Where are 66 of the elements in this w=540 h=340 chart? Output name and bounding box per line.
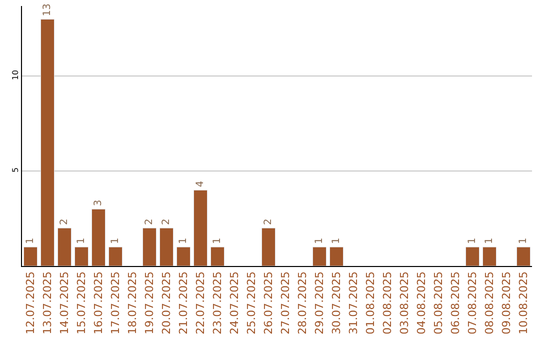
x-tick-label: 18.07.2025 bbox=[126, 271, 140, 334]
data-label: 1 bbox=[467, 238, 478, 244]
x-tick-label: 02.08.2025 bbox=[381, 271, 394, 334]
bar bbox=[57, 228, 72, 266]
data-label: 1 bbox=[178, 238, 189, 244]
x-tick-label: 26.07.2025 bbox=[262, 271, 276, 334]
data-label: 1 bbox=[331, 238, 342, 244]
y-tick-label: 10 bbox=[10, 70, 20, 80]
x-tick-label: 22.07.2025 bbox=[194, 271, 208, 334]
data-label: 2 bbox=[144, 218, 155, 226]
data-label: 2 bbox=[161, 218, 172, 226]
data-label: 3 bbox=[93, 200, 104, 206]
x-tick-label: 29.07.2025 bbox=[313, 271, 326, 334]
bar bbox=[40, 19, 55, 266]
data-label: 1 bbox=[25, 238, 36, 244]
bar bbox=[261, 228, 276, 266]
data-label: 1 bbox=[76, 238, 87, 244]
bar bbox=[465, 246, 480, 266]
data-label: 4 bbox=[195, 180, 206, 188]
x-tick-label: 24.07.2025 bbox=[228, 271, 242, 334]
bar bbox=[482, 246, 497, 266]
x-tick-label: 07.08.2025 bbox=[466, 271, 480, 334]
x-tick-label: 19.07.2025 bbox=[143, 271, 156, 334]
x-tick-label: 01.08.2025 bbox=[364, 271, 378, 334]
bar bbox=[329, 246, 344, 266]
bar bbox=[516, 246, 531, 266]
x-tick-label: 13.07.2025 bbox=[41, 271, 54, 334]
bar bbox=[176, 246, 191, 266]
x-tick-label: 17.07.2025 bbox=[109, 271, 122, 334]
bar bbox=[91, 208, 106, 266]
data-label: 1 bbox=[314, 238, 325, 244]
bar bbox=[210, 246, 225, 266]
x-tick-label: 16.07.2025 bbox=[92, 271, 106, 334]
x-tick-label: 27.07.2025 bbox=[279, 271, 292, 334]
data-label: 2 bbox=[59, 218, 70, 226]
x-tick-label: 28.07.2025 bbox=[296, 271, 310, 334]
x-tick-label: 30.07.2025 bbox=[330, 271, 344, 334]
data-label: 13 bbox=[42, 4, 53, 16]
data-label: 1 bbox=[212, 238, 223, 244]
bar bbox=[159, 228, 174, 266]
x-tick-label: 25.07.2025 bbox=[245, 271, 258, 334]
x-tick-label: 12.07.2025 bbox=[24, 271, 38, 334]
bar bbox=[312, 246, 327, 266]
x-tick-label: 21.07.2025 bbox=[177, 271, 190, 334]
x-tick-label: 06.08.2025 bbox=[449, 271, 462, 334]
data-label: 1 bbox=[518, 238, 529, 244]
x-tick-label: 31.07.2025 bbox=[347, 271, 360, 334]
x-tick-label: 08.08.2025 bbox=[483, 271, 496, 334]
x-tick-label: 03.08.2025 bbox=[398, 271, 412, 334]
x-tick-label: 05.08.2025 bbox=[432, 271, 446, 334]
data-label: 1 bbox=[110, 238, 121, 244]
x-tick-label: 10.08.2025 bbox=[517, 271, 530, 334]
y-tick-label: 5 bbox=[10, 167, 20, 172]
bar bbox=[74, 246, 89, 266]
x-tick-label: 04.08.2025 bbox=[415, 271, 428, 334]
bar bbox=[142, 228, 157, 266]
data-label: 1 bbox=[484, 238, 495, 244]
bar bbox=[23, 246, 38, 266]
data-label: 2 bbox=[263, 218, 274, 226]
x-tick-label: 23.07.2025 bbox=[211, 271, 224, 334]
bar bbox=[193, 190, 208, 266]
bar bbox=[108, 246, 123, 266]
x-tick-label: 14.07.2025 bbox=[58, 271, 72, 334]
x-tick-label: 20.07.2025 bbox=[160, 271, 174, 334]
x-tick-label: 09.08.2025 bbox=[500, 271, 514, 334]
x-tick-label: 15.07.2025 bbox=[75, 271, 88, 334]
